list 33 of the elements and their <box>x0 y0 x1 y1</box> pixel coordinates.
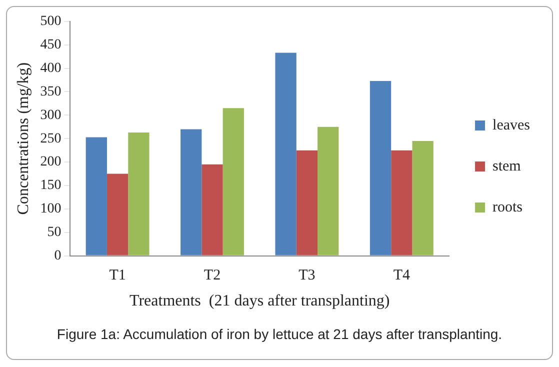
bar <box>222 108 244 256</box>
y-tick-label: 450 <box>40 38 62 53</box>
x-tick-label: T1 <box>109 268 126 284</box>
bar <box>318 126 339 256</box>
y-tick-label: 50 <box>47 225 62 240</box>
bar <box>275 52 296 256</box>
bar <box>296 150 318 256</box>
x-tick-label: T2 <box>204 268 221 284</box>
y-tick-label: 150 <box>40 178 62 194</box>
legend-label: roots <box>492 199 523 216</box>
y-tick-label: 250 <box>40 131 62 146</box>
bar <box>391 150 412 256</box>
y-tick-label: 100 <box>40 202 62 217</box>
bar <box>180 129 202 256</box>
bar <box>128 132 150 256</box>
y-tick-label: 300 <box>40 108 62 123</box>
x-tick-label: T3 <box>298 268 316 284</box>
legend-label: leaves <box>492 117 530 134</box>
y-tick-label: 350 <box>40 84 62 100</box>
y-axis-title: Concentrations (mg/kg) <box>14 62 32 215</box>
caption: Figure 1a: Accumulation of iron by lettuce at 21 days after transplanting. <box>56 326 504 342</box>
bar <box>412 140 434 256</box>
bar <box>370 80 392 256</box>
bar <box>202 164 223 256</box>
y-tick-label: 500 <box>40 14 62 30</box>
x-tick-label: T4 <box>393 268 410 284</box>
y-tick-label: 0 <box>54 248 62 264</box>
bar <box>106 174 128 256</box>
legend-label: stem <box>492 158 522 174</box>
x-axis-title: Treatments (21 days after transplanting) <box>129 292 390 310</box>
y-tick-label: 200 <box>40 154 62 170</box>
y-tick-label: 400 <box>40 60 62 76</box>
bar <box>86 137 107 256</box>
